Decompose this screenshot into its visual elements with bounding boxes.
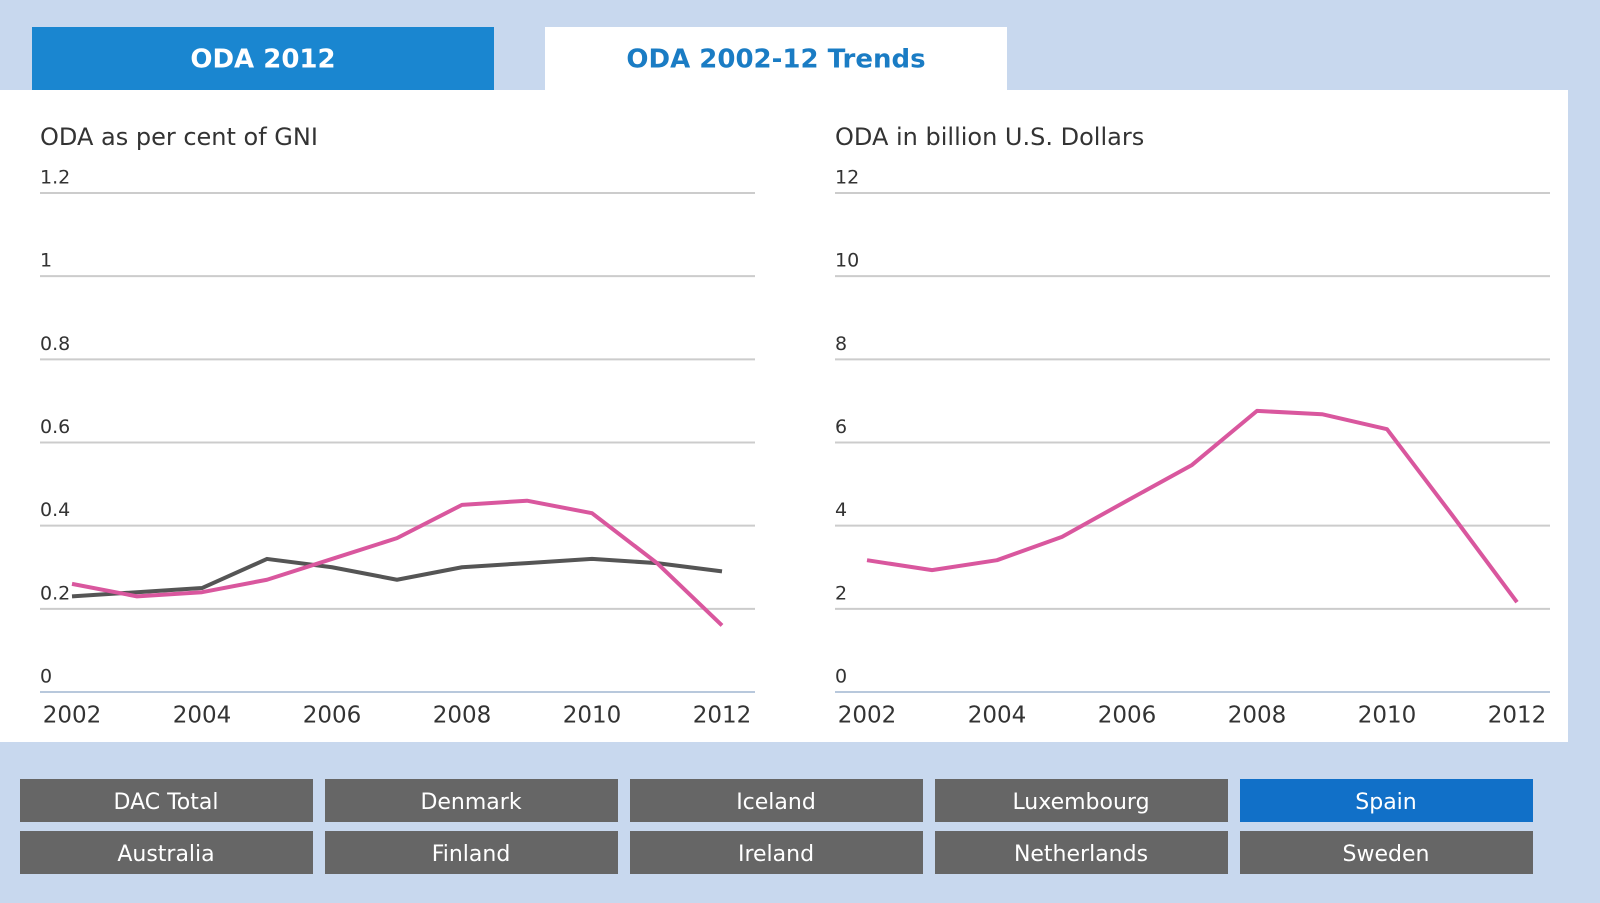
y-tick-label: 12 xyxy=(835,167,859,189)
x-tick-label: 2008 xyxy=(1228,703,1287,729)
y-tick-label: 0.4 xyxy=(40,499,70,521)
x-tick-label: 2004 xyxy=(968,703,1027,729)
y-tick-label: 8 xyxy=(835,333,847,355)
chart-panel xyxy=(0,90,1568,742)
tab[interactable] xyxy=(545,27,1007,90)
y-tick-label: 1.2 xyxy=(40,167,70,189)
filter-button[interactable] xyxy=(325,831,618,874)
y-tick-label: 0 xyxy=(40,666,52,688)
tab-label: ODA 2012 xyxy=(190,45,335,75)
x-tick-label: 2006 xyxy=(1098,703,1157,729)
y-tick-label: 0.6 xyxy=(40,416,70,438)
y-tick-label: 4 xyxy=(835,499,847,521)
chart-title: ODA as per cent of GNI xyxy=(40,123,318,151)
x-tick-label: 2004 xyxy=(173,703,232,729)
filter-button[interactable] xyxy=(935,779,1228,822)
series-line xyxy=(71,556,723,599)
x-tick-label: 2002 xyxy=(838,703,897,729)
button-label: Spain xyxy=(1355,790,1416,815)
x-tick-label: 2012 xyxy=(693,703,752,729)
y-tick-label: 0 xyxy=(835,666,847,688)
filter-button[interactable] xyxy=(630,779,923,822)
filter-button[interactable] xyxy=(20,831,313,874)
y-tick-label: 2 xyxy=(835,582,847,604)
button-label: Sweden xyxy=(1343,842,1430,867)
button-label: Ireland xyxy=(738,842,814,867)
y-tick-label: 0.8 xyxy=(40,333,70,355)
button-label: Denmark xyxy=(420,790,521,815)
x-tick-label: 2012 xyxy=(1488,703,1547,729)
tab-label: ODA 2002-12 Trends xyxy=(626,45,925,75)
filter-button[interactable] xyxy=(1240,779,1533,822)
series-line xyxy=(866,408,1519,604)
filter-button[interactable] xyxy=(935,831,1228,874)
x-tick-label: 2002 xyxy=(43,703,102,729)
button-label: Iceland xyxy=(736,790,816,815)
button-label: Australia xyxy=(117,842,214,867)
button-label: DAC Total xyxy=(114,790,219,815)
y-tick-label: 6 xyxy=(835,416,847,438)
filter-button[interactable] xyxy=(20,779,313,822)
x-tick-label: 2010 xyxy=(1358,703,1417,729)
y-tick-label: 1 xyxy=(40,250,52,272)
button-label: Luxembourg xyxy=(1012,790,1149,815)
x-tick-label: 2006 xyxy=(303,703,362,729)
filter-button[interactable] xyxy=(630,831,923,874)
button-label: Finland xyxy=(432,842,511,867)
tab[interactable] xyxy=(32,27,494,90)
y-tick-label: 10 xyxy=(835,250,859,272)
x-tick-label: 2010 xyxy=(563,703,622,729)
filter-button[interactable] xyxy=(325,779,618,822)
chart-title: ODA in billion U.S. Dollars xyxy=(835,123,1144,151)
x-tick-label: 2008 xyxy=(433,703,492,729)
filter-button[interactable] xyxy=(1240,831,1533,874)
series-line xyxy=(71,498,724,627)
y-tick-label: 0.2 xyxy=(40,582,70,604)
button-label: Netherlands xyxy=(1014,842,1148,867)
